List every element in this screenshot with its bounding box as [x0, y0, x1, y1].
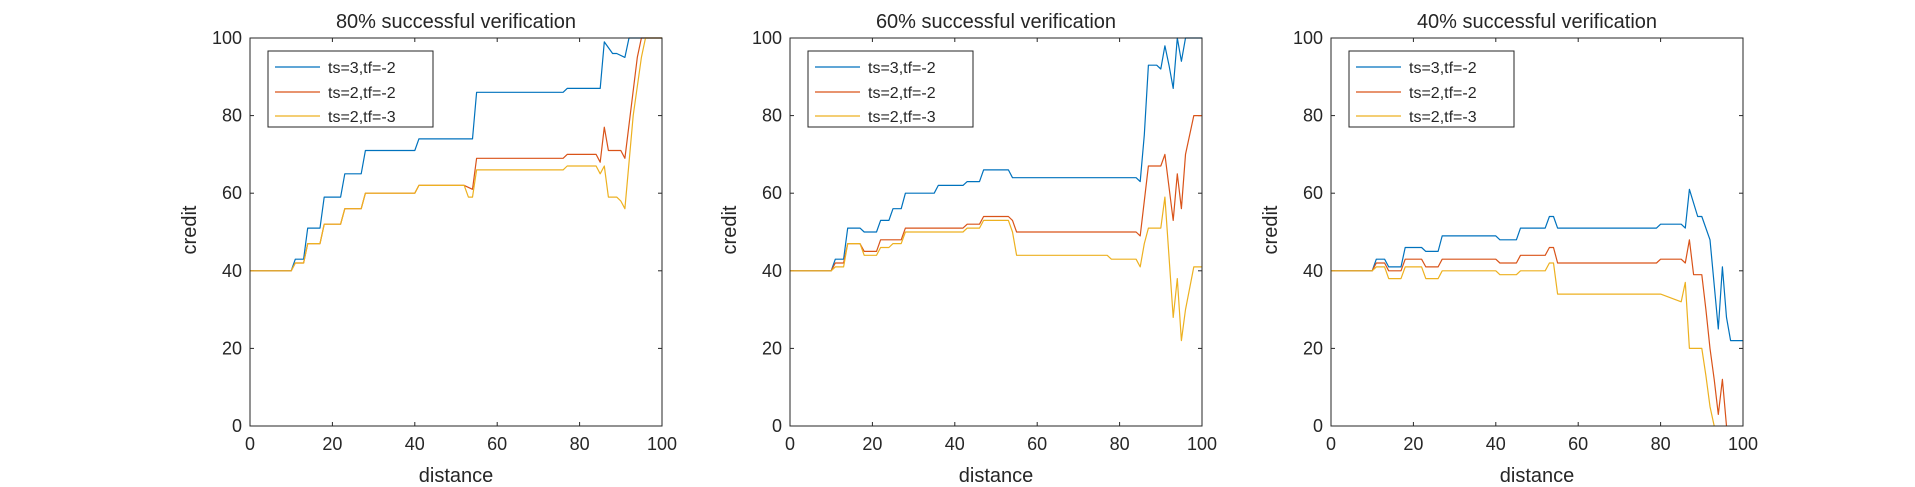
y-tick-label: 40 [222, 261, 242, 281]
x-tick-label: 60 [1568, 434, 1588, 454]
y-tick-label: 100 [752, 28, 782, 48]
legend-label: ts=3,tf=-2 [1409, 60, 1477, 77]
x-tick-label: 20 [322, 434, 342, 454]
x-tick-label: 60 [487, 434, 507, 454]
y-axis-label: credit [1260, 205, 1282, 254]
x-tick-label: 20 [1403, 434, 1423, 454]
series-line-1 [250, 37, 662, 272]
y-tick-label: 60 [1303, 183, 1323, 203]
chart-80-percent: 80% successful verification distance cre… [179, 11, 677, 487]
x-tick-label: 0 [245, 434, 255, 454]
legend-label: ts=2,tf=-2 [868, 85, 936, 102]
legend: ts=3,tf=-2 ts=2,tf=-2 ts=2,tf=-3 [807, 50, 974, 128]
x-tick-label: 100 [647, 434, 677, 454]
legend-label: ts=3,tf=-2 [328, 60, 396, 77]
x-tick-label: 80 [1110, 434, 1130, 454]
y-tick-label: 40 [1303, 261, 1323, 281]
x-axis-label: distance [419, 465, 494, 487]
y-tick-label: 60 [762, 183, 782, 203]
series-line-2 [790, 114, 1202, 272]
legend-label: ts=2,tf=-3 [328, 109, 396, 126]
legend-box [807, 50, 974, 128]
x-tick-label: 0 [785, 434, 795, 454]
legend-label: ts=2,tf=-3 [1409, 109, 1477, 126]
y-tick-label: 80 [1303, 106, 1323, 126]
chart-40-percent: 40% successful verification distance cre… [1260, 11, 1758, 487]
x-tick-label: 100 [1187, 434, 1217, 454]
x-tick-label: 80 [1651, 434, 1671, 454]
legend-label: ts=2,tf=-3 [868, 109, 936, 126]
y-tick-label: 60 [222, 183, 242, 203]
tick-labels: 0 20 40 60 80 100 0 20 40 60 80 100 [752, 28, 1217, 454]
chart-title: 40% successful verification [1417, 11, 1657, 33]
x-tick-label: 40 [945, 434, 965, 454]
y-tick-label: 0 [1313, 416, 1323, 436]
x-tick-label: 60 [1027, 434, 1047, 454]
tick-labels: 0 20 40 60 80 100 0 20 40 60 80 100 [1293, 28, 1758, 454]
legend: ts=3,tf=-2 ts=2,tf=-2 ts=2,tf=-3 [1348, 50, 1515, 128]
y-tick-label: 100 [1293, 28, 1323, 48]
y-axis-label: credit [719, 205, 741, 254]
y-tick-label: 80 [762, 106, 782, 126]
series-line-1 [790, 37, 1202, 272]
chart-60-percent: 60% successful verification distance cre… [719, 11, 1217, 487]
y-tick-label: 20 [222, 338, 242, 358]
series-lines [1331, 188, 1743, 427]
series-lines [790, 37, 1202, 342]
legend: ts=3,tf=-2 ts=2,tf=-2 ts=2,tf=-3 [267, 50, 434, 128]
y-tick-label: 0 [232, 416, 242, 436]
plot-frame [249, 37, 663, 427]
x-axis-label: distance [959, 465, 1034, 487]
series-line-2 [1331, 239, 1728, 427]
x-axis-label: distance [1500, 465, 1575, 487]
plot-frame [789, 37, 1203, 427]
x-tick-label: 40 [405, 434, 425, 454]
plot-frame [1330, 37, 1744, 427]
x-tick-label: 100 [1728, 434, 1758, 454]
y-axis-label: credit [179, 205, 201, 254]
series-line-3 [250, 37, 662, 272]
legend-box [267, 50, 434, 128]
y-tick-label: 20 [762, 338, 782, 358]
y-tick-label: 0 [772, 416, 782, 436]
x-tick-label: 0 [1326, 434, 1336, 454]
chart-title: 60% successful verification [876, 11, 1116, 33]
x-tick-label: 20 [862, 434, 882, 454]
y-tick-label: 20 [1303, 338, 1323, 358]
x-tick-label: 80 [570, 434, 590, 454]
chart-title: 80% successful verification [336, 11, 576, 33]
tick-labels: 0 20 40 60 80 100 0 20 40 60 80 100 [212, 28, 677, 454]
x-tick-label: 40 [1486, 434, 1506, 454]
y-tick-label: 100 [212, 28, 242, 48]
series-line-3 [1331, 262, 1715, 427]
y-tick-label: 80 [222, 106, 242, 126]
legend-label: ts=2,tf=-2 [1409, 85, 1477, 102]
legend-label: ts=2,tf=-2 [328, 85, 396, 102]
series-lines [250, 37, 662, 272]
series-line-1 [1331, 188, 1743, 342]
y-tick-label: 40 [762, 261, 782, 281]
series-line-3 [790, 196, 1202, 342]
legend-label: ts=3,tf=-2 [868, 60, 936, 77]
legend-box [1348, 50, 1515, 128]
